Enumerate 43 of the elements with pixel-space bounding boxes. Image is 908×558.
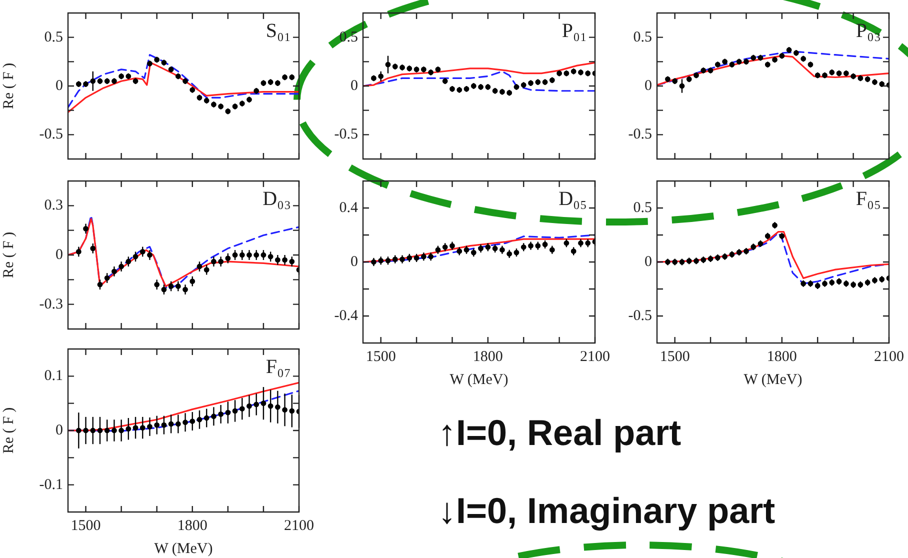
annotation: F₀₇ [266,356,291,378]
y-tick-label: -0.1 [39,476,63,493]
y-tick-label: 0.3 [44,198,63,214]
x-axis-title: W (MeV) [154,540,213,557]
x-tick-label: 1800 [766,348,797,365]
annotation: D₀₅ [558,188,587,210]
x-axis-title: W (MeV) [744,372,802,388]
x-tick-label: 2100 [580,348,610,365]
y-tick-label: -0.5 [628,126,652,143]
x-tick-label: 1800 [177,518,208,534]
y-axis-title: Re ( F ) [0,407,17,454]
y-tick-label: 0 [56,422,63,438]
y-tick-label: 0 [56,246,63,263]
annotation: S₀₁ [266,20,291,42]
y-tick-label: 0.1 [44,368,63,384]
y-tick-label: -0.5 [39,126,63,143]
x-tick-label: 1800 [472,348,503,365]
y-tick-label: 0 [644,254,652,270]
y-tick-label: 0 [350,78,358,94]
y-tick-label: -0.4 [334,308,358,324]
annotation: D₀₃ [262,188,291,210]
y-tick-label: 0 [350,254,358,270]
y-tick-label: 0.5 [633,29,652,46]
y-tick-label: -0.3 [39,296,63,312]
y-axis-title: Re ( F ) [0,232,17,278]
y-tick-label: 0.5 [633,200,652,216]
x-tick-label: 1500 [366,348,396,365]
text: ↓I=0, Imaginary part [438,490,776,532]
x-axis-title: W (MeV) [450,372,508,388]
y-tick-label: -0.5 [334,126,358,143]
y-tick-label: 0.4 [339,200,358,216]
y-tick-label: -0.5 [628,308,652,324]
x-tick-label: 1500 [70,518,101,534]
annotation: F₀₅ [856,188,881,210]
y-tick-label: 0.5 [44,29,63,46]
y-tick-label: 0 [56,78,63,94]
x-tick-label: 1500 [660,348,690,365]
x-tick-label: 2100 [874,348,904,365]
text: ↑I=0, Real part [438,412,682,454]
x-tick-label: 2100 [284,518,314,534]
y-tick-label: 0 [644,78,652,94]
annotation: P₀₁ [562,20,587,42]
y-axis-title: Re ( F ) [0,62,17,110]
